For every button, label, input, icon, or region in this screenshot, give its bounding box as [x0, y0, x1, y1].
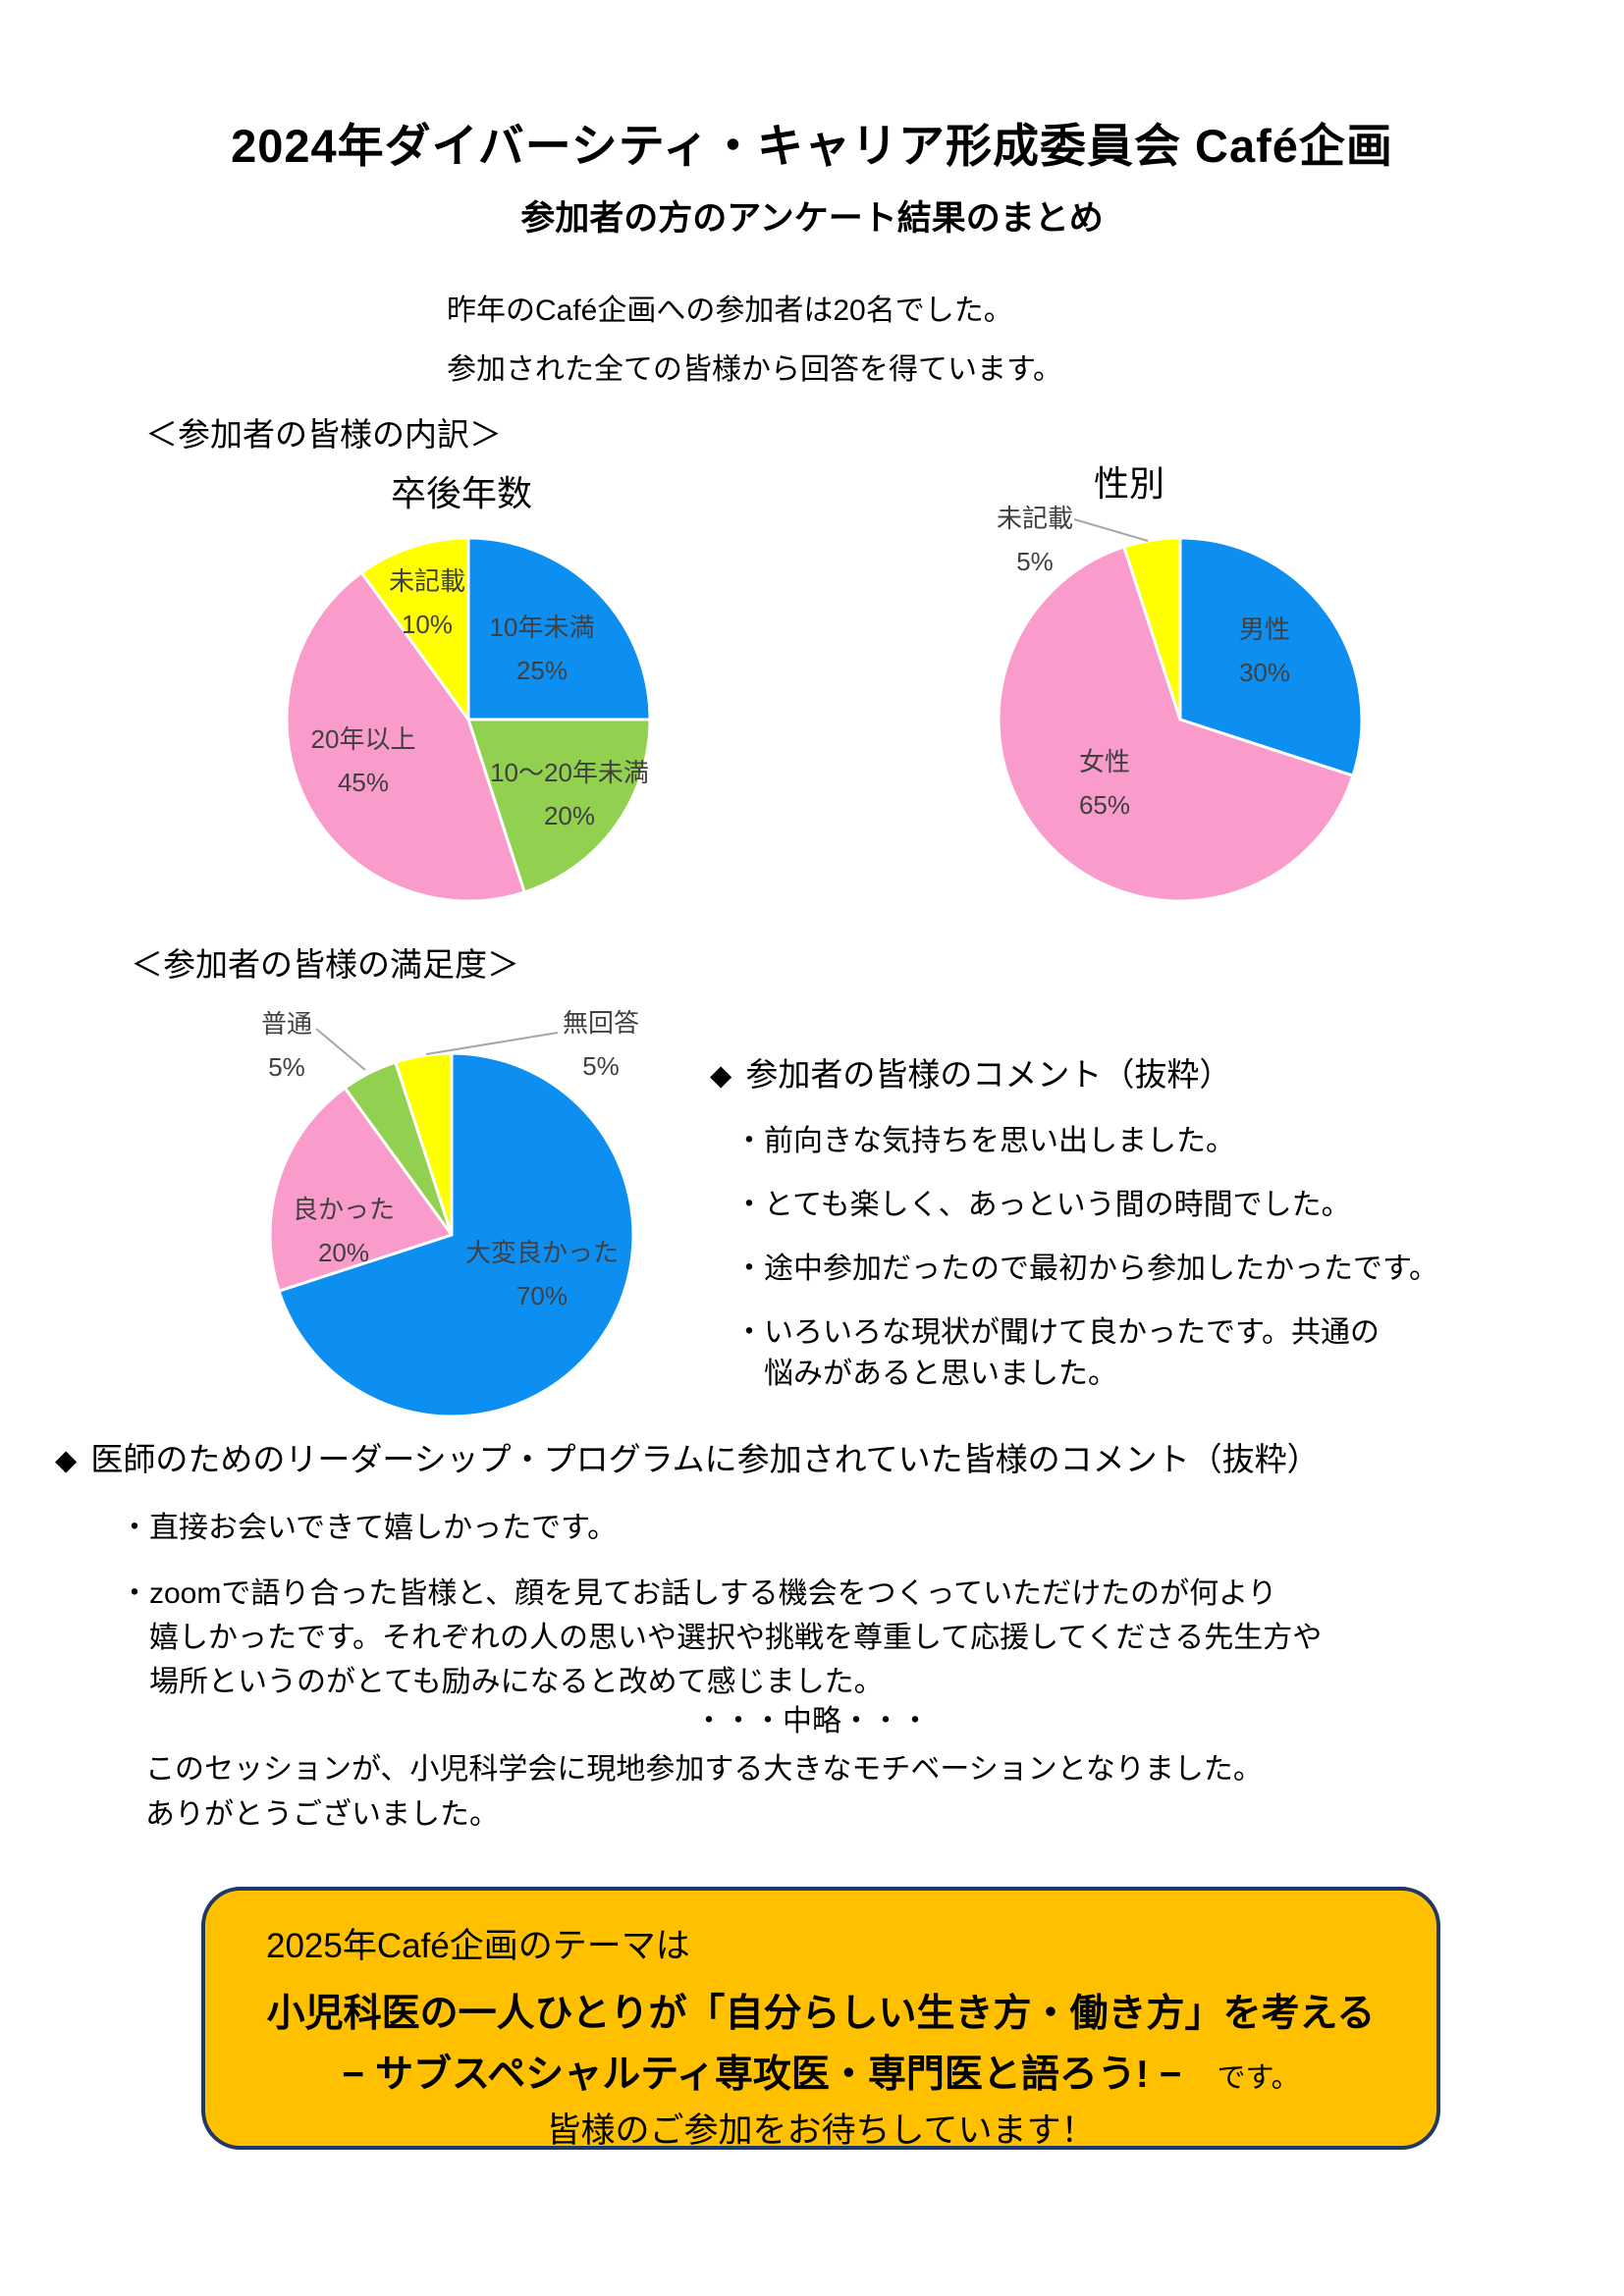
list-item: ・ zoomで語り合った皆様と、顔を見てお話しする機会をつくっていただけたのが何… — [120, 1572, 1322, 1704]
slice-label-2: 20年以上 — [311, 724, 416, 754]
slice-percent-3: 5% — [582, 1051, 620, 1081]
slice-label-2: 普通 — [261, 1009, 312, 1039]
banner-theme-title: 小児科医の一人ひとりが「自分らしい生き方・働き方」を考える — [266, 1993, 1376, 2035]
slice-label-3: 未記載 — [389, 566, 465, 596]
slice-label-0: 男性 — [1239, 614, 1290, 644]
pie-chart-gender: 男性 30% 女性 65% 未記載 5% — [984, 484, 1377, 916]
banner-theme-suffix: です。 — [1217, 2062, 1300, 2094]
list-item: ・ 直接お会いできて嬉しかったです。 — [120, 1506, 1322, 1550]
slice-label-1: 女性 — [1079, 747, 1130, 776]
pie-chart-years-since-graduation: 10年未満 25% 10～20年未満 20% 20年以上 45% 未記載 10% — [272, 484, 665, 916]
slice-percent-1: 20% — [544, 801, 595, 830]
bullet-dot-icon: ・ — [734, 1189, 764, 1221]
bullet-dot-icon: ・ — [734, 1125, 764, 1157]
participants-comments-title: 参加者の皆様のコメント（抜粋） — [745, 1056, 1232, 1093]
slice-label-1: 10～20年未満 — [490, 758, 649, 787]
comment-text: 直接お会いできて嬉しかったです。 — [149, 1512, 618, 1544]
page-subtitle: 参加者の方のアンケート結果のまとめ — [520, 199, 1104, 238]
leadership-comments-title: 医師のためのリーダーシップ・プログラムに参加されていた皆様のコメント（抜粋） — [90, 1441, 1320, 1477]
slice-percent-2: 5% — [268, 1052, 305, 1082]
intro-line-2: 参加された全ての皆様から回答を得ています。 — [447, 353, 1062, 386]
pie-slice-3 — [359, 536, 470, 721]
label-leader-line — [315, 1028, 366, 1071]
pie-slice-0 — [1178, 536, 1364, 777]
pie-slice-0 — [466, 536, 652, 721]
slice-label-2: 未記載 — [997, 504, 1073, 533]
pie-slice-2 — [285, 570, 526, 903]
banner-theme-subtitle: − サブスペシャルティ専攻医・専門医と語ろう! − です。 — [205, 2044, 1436, 2099]
pie-slice-1 — [997, 545, 1355, 903]
slice-label-1: 良かった — [293, 1195, 395, 1224]
slice-label-0: 10年未満 — [490, 613, 595, 642]
diamond-bullet-icon: ◆ — [710, 1060, 732, 1092]
comment-text: 途中参加だったので最初から参加したかったです。 — [764, 1253, 1438, 1285]
slice-percent-1: 20% — [318, 1238, 369, 1267]
comment-text: 前向きな気持ちを思い出しました。 — [764, 1125, 1235, 1157]
list-item: ・ 前向きな気持ちを思い出しました。 — [734, 1121, 1438, 1162]
comment-text: いろいろな現状が聞けて良かったです。共通の 悩みがあると思いました。 — [764, 1316, 1380, 1390]
pie-slice-3 — [394, 1051, 454, 1237]
banner-theme-subtitle-text: − サブスペシャルティ専攻医・専門医と語ろう! − — [342, 2054, 1182, 2096]
slice-percent-1: 65% — [1079, 790, 1130, 820]
diamond-bullet-icon: ◆ — [55, 1445, 78, 1476]
pie-slice-1 — [466, 718, 652, 894]
comment-text: とても楽しく、あっという間の時間でした。 — [764, 1189, 1351, 1221]
theme-banner: 2025年Café企画のテーマは 小児科医の一人ひとりが「自分らしい生き方・働き… — [201, 1887, 1440, 2150]
breakdown-section-header: ＜参加者の皆様の内訳＞ — [145, 416, 502, 453]
bullet-dot-icon: ・ — [734, 1253, 764, 1285]
list-item: ・ 途中参加だったので最初から参加したかったです。 — [734, 1249, 1438, 1290]
pie-slice-1 — [268, 1086, 454, 1293]
list-item: ・ とても楽しく、あっという間の時間でした。 — [734, 1185, 1438, 1226]
slice-percent-2: 5% — [1016, 547, 1054, 576]
intro-line-1: 昨年のCafé企画への参加者は20名でした。 — [447, 294, 1013, 327]
label-leader-line — [425, 1032, 559, 1055]
pie-svg: 10年未満 25% 10～20年未満 20% 20年以上 45% 未記載 10% — [285, 536, 652, 903]
slice-percent-0: 30% — [1239, 658, 1290, 687]
banner-intro-line: 2025年Café企画のテーマは — [266, 1927, 690, 1965]
page-title: 2024年ダイバーシティ・キャリア形成委員会 Café企画 — [231, 120, 1393, 172]
pie-title-gender: 性別 — [1093, 463, 1165, 504]
slice-percent-3: 10% — [402, 610, 453, 639]
omission-marker: ・・・中略・・・ — [694, 1705, 930, 1737]
list-item: ・ いろいろな現状が聞けて良かったです。共通の 悩みがあると思いました。 — [734, 1312, 1438, 1395]
banner-invitation-line: 皆様のご参加をお待ちしています！ — [546, 2111, 1096, 2150]
slice-percent-0: 25% — [516, 656, 568, 685]
closing-comment: このセッションが、小児科学会に現地参加する大きなモチベーションとなりました。 あ… — [145, 1753, 1263, 1831]
leadership-comments-header: ◆ 医師のためのリーダーシップ・プログラムに参加されていた皆様のコメント（抜粋） — [55, 1433, 1320, 1480]
pie-title-years-since-graduation: 卒後年数 — [390, 473, 533, 513]
pie-slice-2 — [1122, 536, 1182, 721]
pie-svg: 大変良かった 70% 良かった 20% 普通 5% 無回答 5% — [261, 1008, 639, 1418]
participants-comments-header: ◆ 参加者の皆様のコメント（抜粋） — [710, 1048, 1231, 1095]
slice-percent-2: 45% — [338, 768, 389, 797]
comment-text: zoomで語り合った皆様と、顔を見てお話しする機会をつくっていただけたのが何より… — [149, 1577, 1323, 1698]
pie-slice-0 — [277, 1051, 635, 1418]
slice-label-3: 無回答 — [563, 1008, 639, 1038]
participants-comments-list: ・ 前向きな気持ちを思い出しました。 ・ とても楽しく、あっという間の時間でした… — [734, 1121, 1438, 1395]
slice-label-0: 大変良かった — [465, 1238, 619, 1267]
satisfaction-section-header: ＜参加者の皆様の満足度＞ — [131, 946, 519, 983]
label-leader-line — [1073, 518, 1149, 542]
bullet-dot-icon: ・ — [120, 1577, 149, 1610]
leadership-comments-list: ・ 直接お会いできて嬉しかったです。 ・ zoomで語り合った皆様と、顔を見てお… — [120, 1506, 1322, 1704]
slice-percent-0: 70% — [516, 1281, 568, 1310]
bullet-dot-icon: ・ — [734, 1316, 764, 1349]
bullet-dot-icon: ・ — [120, 1512, 149, 1544]
pie-svg: 男性 30% 女性 65% 未記載 5% — [997, 504, 1364, 903]
pie-chart-satisfaction: 大変良かった 70% 良かった 20% 普通 5% 無回答 5% — [255, 999, 648, 1431]
